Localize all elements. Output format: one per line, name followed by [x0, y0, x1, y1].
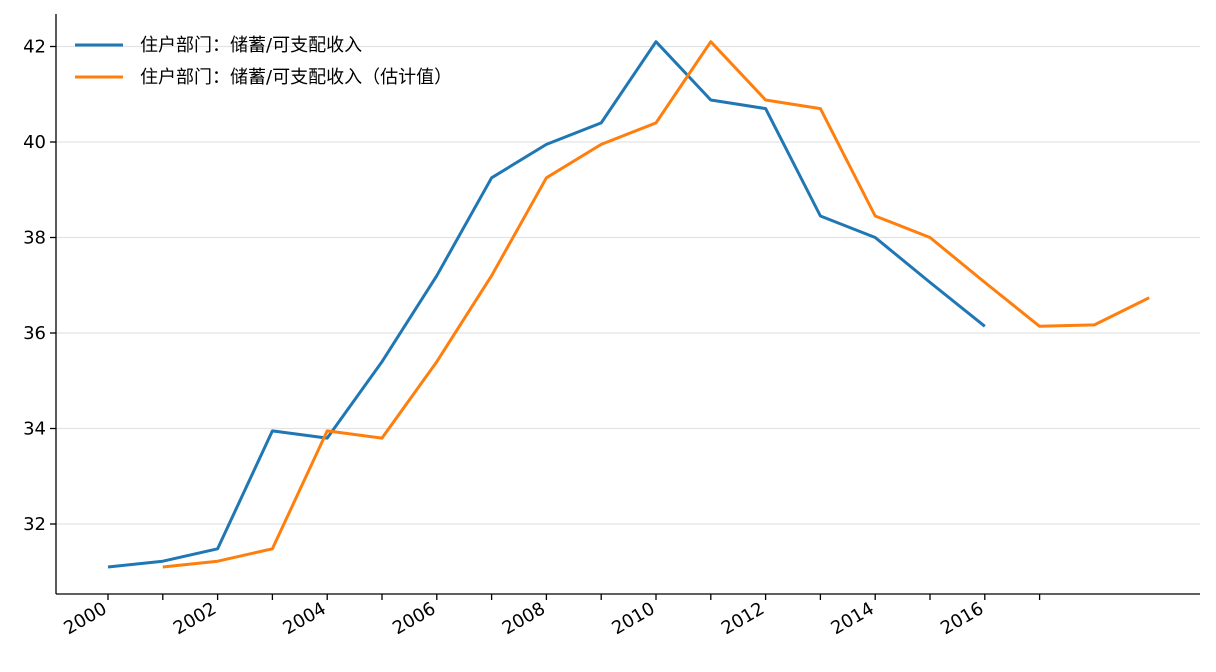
x-tick-label: 2000: [60, 598, 110, 639]
legend-label-1: 住户部门：储蓄/可支配收入: [140, 35, 362, 56]
y-tick-label: 42: [23, 37, 46, 58]
y-axis-ticks: 32 34 36 38 40 42: [23, 37, 56, 535]
y-tick-label: 32: [23, 514, 46, 535]
x-tick-label: 2012: [718, 598, 768, 639]
y-tick-label: 40: [23, 132, 46, 153]
series-line-1: [107, 40, 986, 569]
x-tick-label: 2008: [499, 598, 549, 639]
grid-lines: [56, 45, 1200, 525]
series-lines: [107, 40, 1150, 569]
axes: [55, 14, 1200, 595]
x-tick-label: 2002: [170, 598, 220, 639]
x-tick-label: 2014: [828, 598, 878, 639]
x-tick-label: 2006: [389, 598, 439, 639]
x-tick-label: 2016: [937, 598, 987, 639]
y-tick-label: 36: [23, 323, 46, 344]
legend-label-2: 住户部门：储蓄/可支配收入（估计值）: [140, 67, 452, 88]
x-tick-label: 2004: [280, 598, 330, 639]
x-tick-label: 2010: [608, 598, 658, 639]
x-axis-ticks: 2000 2002 2004 2006 2008 2010 2012 2014 2016: [60, 594, 1041, 639]
series-line-2: [162, 40, 1150, 569]
y-tick-label: 38: [23, 228, 46, 249]
y-tick-label: 34: [23, 419, 46, 440]
